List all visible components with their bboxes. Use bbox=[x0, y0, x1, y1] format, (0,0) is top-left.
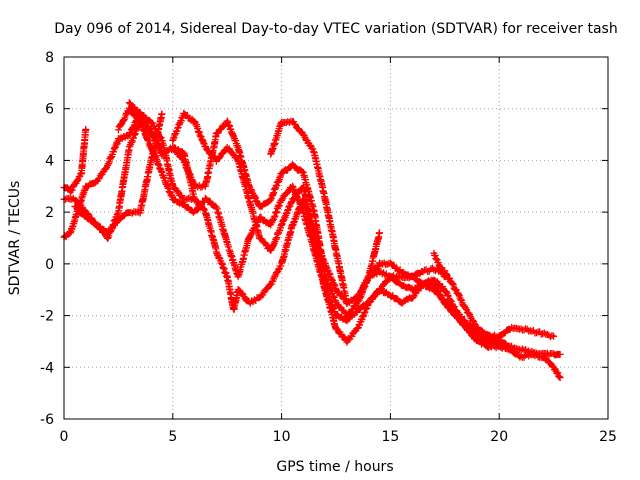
plot-frame bbox=[63, 56, 609, 420]
x-tick-label: 10 bbox=[273, 429, 291, 445]
chart-title: Day 096 of 2014, Sidereal Day-to-day VTE… bbox=[54, 21, 617, 37]
x-tick-label: 0 bbox=[60, 429, 69, 445]
y-tick-label: -2 bbox=[40, 309, 54, 325]
x-tick-label: 15 bbox=[381, 429, 399, 445]
y-tick-label: 0 bbox=[45, 257, 54, 273]
x-axis-title: GPS time / hours bbox=[276, 459, 393, 475]
series-track-10 bbox=[354, 229, 383, 302]
y-tick-label: -4 bbox=[40, 360, 54, 376]
series-markers bbox=[267, 117, 351, 307]
series-track-9 bbox=[267, 117, 351, 307]
y-tick-label: -6 bbox=[40, 412, 54, 428]
x-tick-label: 5 bbox=[168, 429, 177, 445]
y-tick-label: 4 bbox=[45, 153, 54, 169]
y-tick-label: 8 bbox=[45, 50, 54, 66]
series-markers bbox=[430, 249, 449, 281]
y-axis-title: SDTVAR / TECUs bbox=[7, 181, 23, 296]
x-tick-label: 25 bbox=[599, 429, 617, 445]
x-tick-label: 20 bbox=[490, 429, 508, 445]
series-markers bbox=[354, 229, 383, 302]
y-tick-label: 2 bbox=[45, 205, 54, 221]
data-marks bbox=[60, 99, 564, 382]
y-tick-label: 6 bbox=[45, 102, 54, 118]
series-track-11 bbox=[430, 249, 449, 281]
axes: 0 5 10 15 20 25 -6 -4 -2 0 2 4 6 8 bbox=[40, 50, 617, 445]
